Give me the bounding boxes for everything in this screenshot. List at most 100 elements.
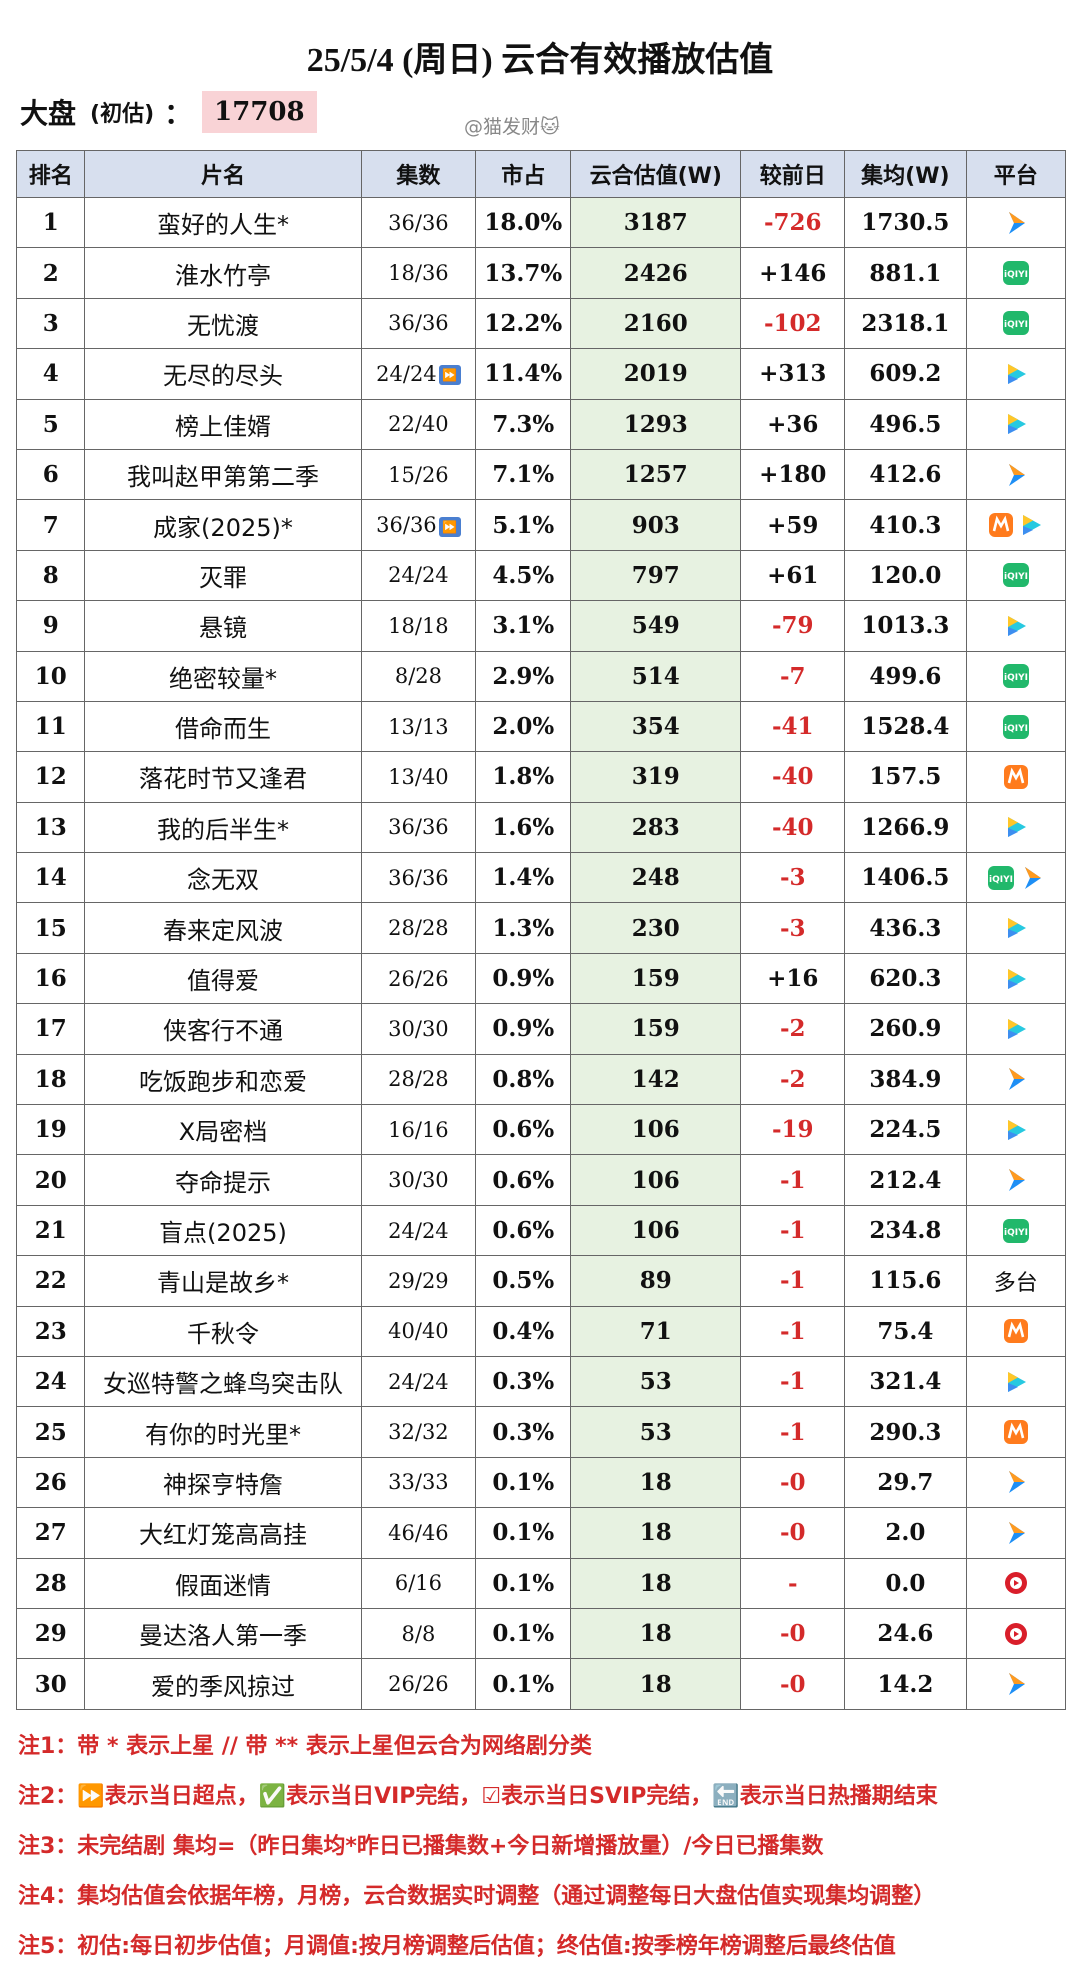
episodes-text: 13/13 xyxy=(388,714,449,739)
cell-platform: iQIYI xyxy=(965,852,1067,904)
report-frame: 25/5/4 (周日) 云合有效播放估值 大盘 (初估) ： 17708 @猫发… xyxy=(14,14,1067,1959)
table-row: 1 蛮好的人生* 36/36 18.0% 3187 -726 1730.5 xyxy=(15,196,1067,249)
cell-estimate: 797 xyxy=(570,549,742,602)
cell-name: 神探亨特詹 xyxy=(84,1456,362,1509)
cell-average: 157.5 xyxy=(844,751,967,803)
cell-change: -1 xyxy=(740,1255,846,1307)
svg-text:iQIYI: iQIYI xyxy=(1004,724,1028,734)
cell-share: 0.1% xyxy=(475,1607,572,1660)
cell-share: 1.4% xyxy=(475,852,572,904)
table-row: 10 绝密较量* 8/28 2.9% 514 -7 499.6 iQIYI xyxy=(15,650,1067,702)
cell-rank: 15 xyxy=(15,902,86,954)
table-row: 15 春来定风波 28/28 1.3% 230 -3 436.3 xyxy=(15,902,1067,954)
cell-estimate: 106 xyxy=(570,1104,742,1156)
cell-rank: 14 xyxy=(15,852,86,904)
episodes-text: 22/40 xyxy=(388,412,449,437)
cell-name: 有你的时光里* xyxy=(84,1406,362,1458)
cell-rank: 8 xyxy=(15,549,86,602)
cell-average: 499.6 xyxy=(844,650,967,702)
cell-share: 1.6% xyxy=(475,801,572,854)
cell-episodes: 18/36 xyxy=(360,247,477,299)
cell-change: -3 xyxy=(740,902,846,954)
cell-average: 384.9 xyxy=(844,1053,967,1106)
svg-text:iQIYI: iQIYI xyxy=(1004,270,1028,280)
cell-share: 0.1% xyxy=(475,1507,572,1559)
episodes-text: 18/36 xyxy=(388,261,449,286)
cell-average: 412.6 xyxy=(844,448,967,501)
episodes-text: 36/36 xyxy=(388,210,449,235)
cell-share: 0.9% xyxy=(475,952,572,1005)
cell-name: 吃饭跑步和恋爱 xyxy=(84,1053,362,1106)
cell-platform xyxy=(965,1154,1067,1206)
table-row: 18 吃饭跑步和恋爱 28/28 0.8% 142 -2 384.9 xyxy=(15,1053,1067,1106)
cell-estimate: 89 xyxy=(570,1255,742,1307)
table-row: 20 夺命提示 30/30 0.6% 106 -1 212.4 xyxy=(15,1154,1067,1206)
notes: 注1：带 * 表示上星 // 带 ** 表示上星但云合为网络剧分类 注2：⏩表示… xyxy=(18,1722,1064,1972)
cell-share: 13.7% xyxy=(475,247,572,299)
episodes-text: 30/30 xyxy=(388,1168,449,1193)
table-row: 22 青山是故乡* 29/29 0.5% 89 -1 115.6 多台 xyxy=(15,1255,1067,1307)
cell-episodes: 24/24 ⏩ xyxy=(360,348,477,400)
cell-rank: 19 xyxy=(15,1104,86,1156)
cell-estimate: 2426 xyxy=(570,247,742,299)
cell-share: 18.0% xyxy=(475,196,572,249)
svg-text:iQIYI: iQIYI xyxy=(1004,572,1028,582)
cell-episodes: 40/40 xyxy=(360,1305,477,1357)
cell-estimate: 1257 xyxy=(570,448,742,501)
table-row: 4 无尽的尽头 24/24 ⏩ 11.4% 2019 +313 609.2 xyxy=(15,348,1067,400)
cell-platform xyxy=(965,398,1067,450)
cell-estimate: 18 xyxy=(570,1658,742,1710)
cell-episodes: 28/28 xyxy=(360,1053,477,1106)
cell-episodes: 30/30 xyxy=(360,1003,477,1055)
table-row: 8 灭罪 24/24 4.5% 797 +61 120.0 iQIYI xyxy=(15,549,1067,602)
cell-estimate: 903 xyxy=(570,499,742,551)
cell-platform: iQIYI xyxy=(965,1204,1067,1257)
table-row: 2 淮水竹亭 18/36 13.7% 2426 +146 881.1 iQIYI xyxy=(15,247,1067,299)
youku-icon xyxy=(1001,966,1031,991)
episodes-text: 24/24 xyxy=(388,1369,449,1394)
svg-text:iQIYI: iQIYI xyxy=(1004,320,1028,330)
cell-share: 3.1% xyxy=(475,600,572,652)
cell-rank: 10 xyxy=(15,650,86,702)
cell-estimate: 248 xyxy=(570,852,742,904)
cell-average: 436.3 xyxy=(844,902,967,954)
youku-icon xyxy=(1001,814,1031,839)
cell-episodes: 36/36 xyxy=(360,801,477,854)
iqiyi-icon: iQIYI xyxy=(1000,714,1032,739)
table-row: 23 千秋令 40/40 0.4% 71 -1 75.4 xyxy=(15,1305,1067,1357)
youku-icon xyxy=(1016,512,1046,537)
market-summary: 大盘 (初估) ： 17708 xyxy=(20,86,317,138)
cell-platform xyxy=(965,499,1067,551)
table-row: 6 我叫赵甲第第二季 15/26 7.1% 1257 +180 412.6 xyxy=(15,448,1067,501)
episodes-text: 28/28 xyxy=(388,1067,449,1092)
cell-episodes: 18/18 xyxy=(360,600,477,652)
redplay-icon xyxy=(1001,1570,1031,1595)
iqiyi-icon: iQIYI xyxy=(1000,310,1032,336)
table-row: 24 女巡特警之蜂鸟突击队 24/24 0.3% 53 -1 321.4 xyxy=(15,1355,1067,1408)
cell-name: 灭罪 xyxy=(84,549,362,602)
cell-rank: 4 xyxy=(15,348,86,400)
cell-share: 0.6% xyxy=(475,1104,572,1156)
fast-forward-icon: ⏩ xyxy=(438,365,461,386)
header-share: 市占 xyxy=(475,150,572,198)
cell-share: 5.1% xyxy=(475,499,572,551)
cell-name: 念无双 xyxy=(84,852,362,904)
cell-rank: 27 xyxy=(15,1507,86,1559)
cell-average: 1730.5 xyxy=(844,196,967,249)
table-row: 25 有你的时光里* 32/32 0.3% 53 -1 290.3 xyxy=(15,1406,1067,1458)
cell-average: 620.3 xyxy=(844,952,967,1005)
header-name: 片名 xyxy=(84,150,362,198)
cell-average: 75.4 xyxy=(844,1305,967,1357)
cell-estimate: 549 xyxy=(570,600,742,652)
cell-estimate: 106 xyxy=(570,1204,742,1257)
cell-episodes: 30/30 xyxy=(360,1154,477,1206)
cell-platform xyxy=(965,1658,1067,1710)
cell-platform: iQIYI xyxy=(965,297,1067,350)
cell-episodes: 36/36 xyxy=(360,196,477,249)
cell-episodes: 36/36 xyxy=(360,297,477,350)
cell-change: -3 xyxy=(740,852,846,904)
cell-name: 我叫赵甲第第二季 xyxy=(84,448,362,501)
cell-change: +36 xyxy=(740,398,846,450)
cell-share: 1.3% xyxy=(475,902,572,954)
episodes-text: 36/36 xyxy=(388,311,449,336)
